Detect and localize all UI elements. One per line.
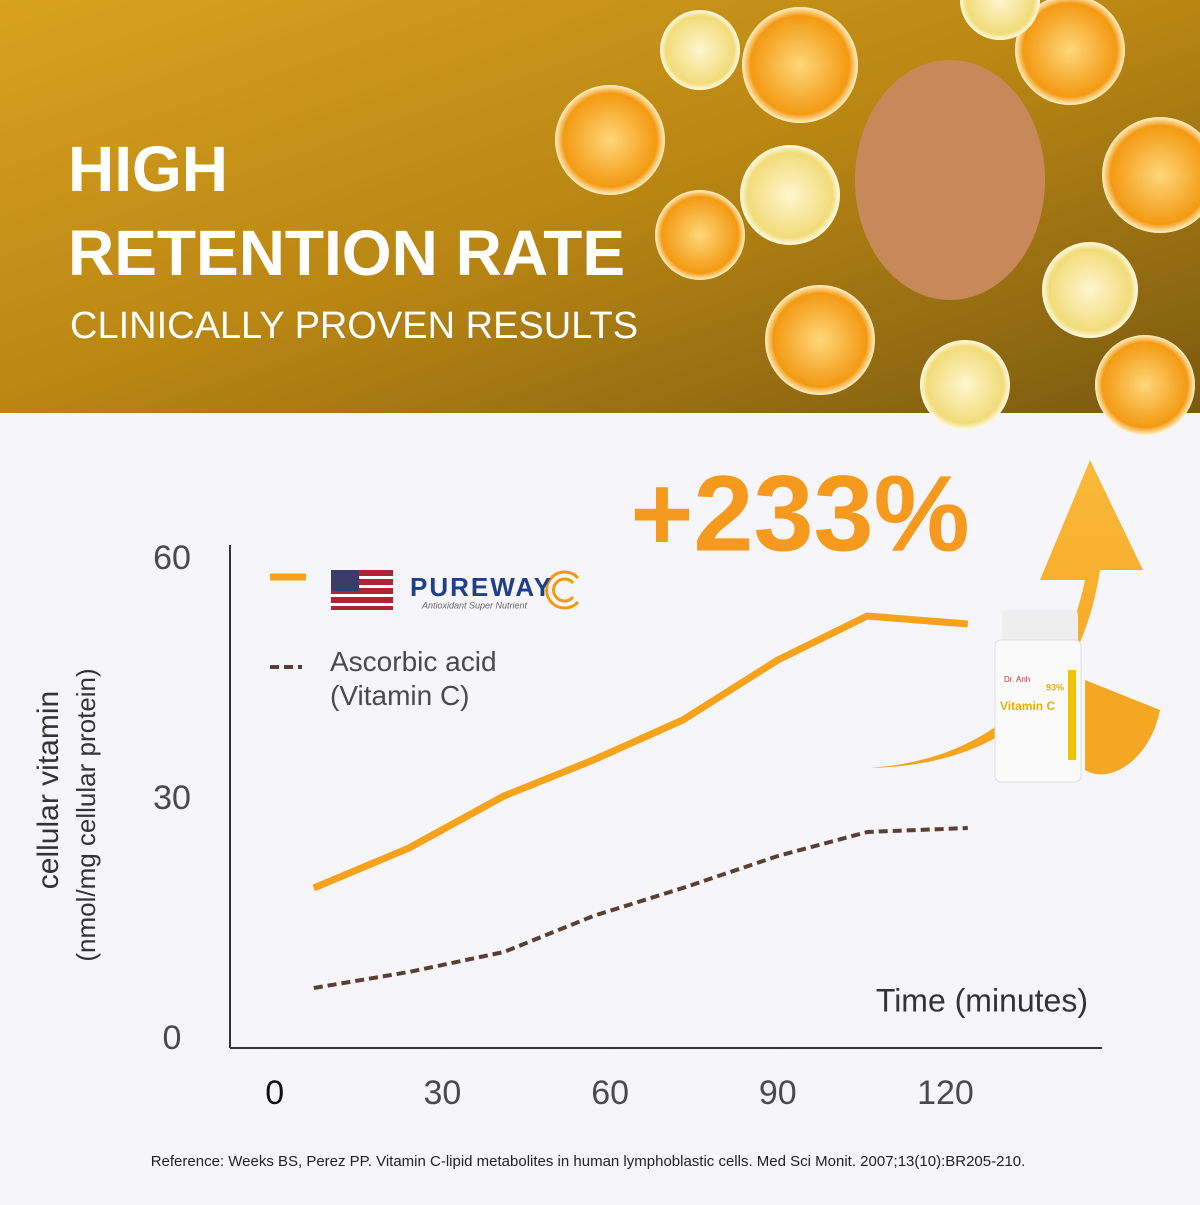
product-name: Vitamin C (1000, 699, 1055, 713)
y-tick-label: 30 (153, 779, 191, 817)
product-brand: Dr. Anh (1004, 675, 1030, 684)
subtitle: CLINICALLY PROVEN RESULTS (70, 305, 638, 347)
flag (331, 570, 393, 610)
annotation: +233% (630, 453, 969, 574)
title-line: HIGH (68, 133, 228, 205)
legend-label-box: Ascorbic acid (Vitamin C) (330, 646, 497, 711)
x-tick-label: 90 (759, 1074, 797, 1112)
header: HIGH RETENTION RATE CLINICALLY PROVEN RESU… (68, 133, 638, 347)
legend-tagline: Antioxidant Super Nutrient (421, 600, 528, 610)
title-line: RETENTION RATE (68, 217, 625, 289)
y-axis-unit: (nmol/mg cellular protein) (71, 668, 101, 961)
product (994, 610, 1160, 783)
product-badge: 93% (1046, 682, 1064, 692)
y-tick-label: 60 (153, 539, 191, 577)
x-tick-label: 120 (917, 1074, 974, 1112)
arrow (870, 460, 1143, 768)
series-line (312, 612, 969, 892)
x-tick-label: 0 (265, 1074, 284, 1112)
series-line (313, 826, 968, 990)
logo-mark (545, 570, 580, 610)
fruit-decoration (555, 0, 1200, 435)
legend-label: PUREWAY (410, 572, 553, 602)
y-tick-label: 0 (163, 1019, 182, 1057)
legend-label: Ascorbic acid (Vitamin C) (330, 646, 497, 711)
x-axis-title: Time (minutes) (876, 982, 1088, 1018)
reference: Reference: Weeks BS, Perez PP. Vitamin C… (151, 1153, 1026, 1170)
face (855, 60, 1045, 300)
x-tick-label: 60 (591, 1074, 629, 1112)
y-axis-title: cellular vitamin (32, 691, 65, 889)
plot: 0 30 60 0 30 60 90 120 Time (minutes) cellular vi… (32, 453, 1102, 1170)
x-tick-label: 30 (423, 1074, 461, 1112)
